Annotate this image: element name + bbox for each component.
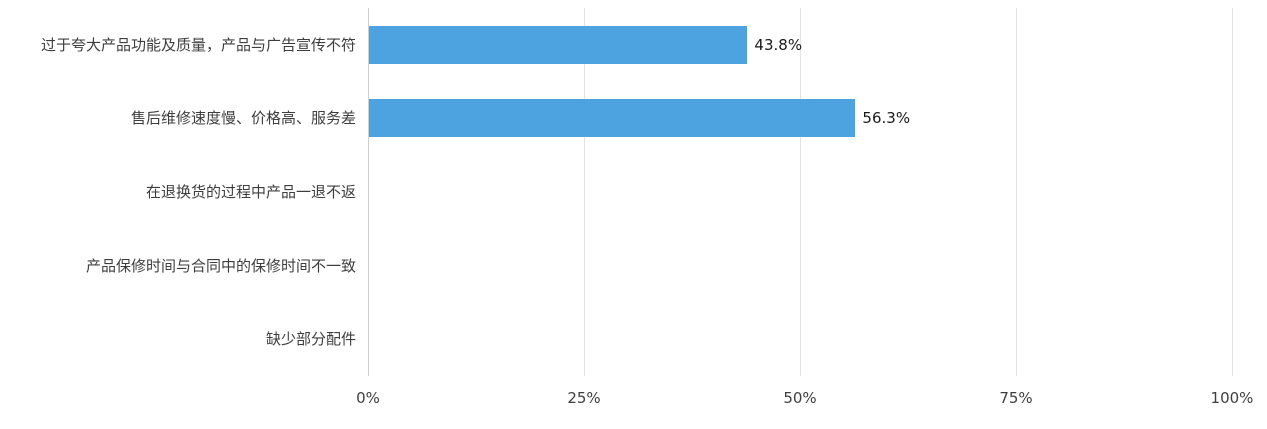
- x-axis-tick-label: 100%: [1210, 389, 1254, 407]
- x-axis-tick-label: 50%: [783, 389, 817, 407]
- x-axis-tick-label: 25%: [567, 389, 601, 407]
- category-label: 缺少部分配件: [265, 330, 356, 349]
- bar-value-label: 43.8%: [754, 35, 803, 54]
- category-label: 售后维修速度慢、价格高、服务差: [130, 109, 356, 128]
- category-label: 在退换货的过程中产品一退不返: [145, 183, 356, 201]
- x-axis-tick-label: 0%: [356, 389, 380, 407]
- x-gridline: [584, 8, 585, 376]
- category-label: 过于夸大产品功能及质量，产品与广告宣传不符: [40, 35, 356, 54]
- x-gridline: [800, 8, 801, 376]
- data-bar[interactable]: [369, 25, 748, 64]
- x-axis-tick-label: 75%: [999, 389, 1033, 407]
- x-gridline: [1016, 8, 1017, 376]
- category-label: 产品保修时间与合同中的保修时间不一致: [85, 256, 356, 275]
- data-bar[interactable]: [369, 99, 856, 138]
- y-axis-line: [368, 8, 369, 376]
- bar-value-label: 56.3%: [862, 109, 911, 128]
- x-gridline: [1232, 8, 1233, 376]
